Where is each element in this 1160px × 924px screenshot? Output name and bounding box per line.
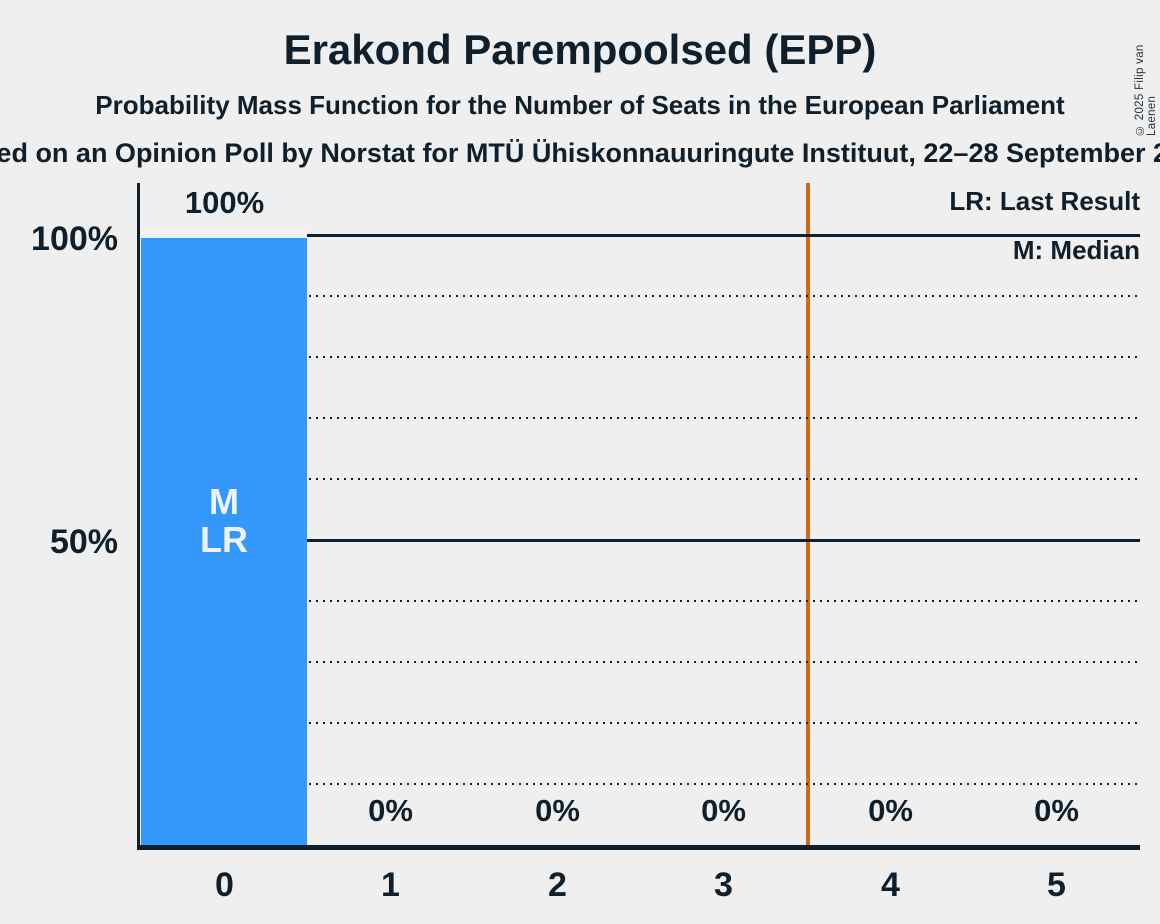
x-tick-label-4: 4: [881, 866, 900, 904]
bar-seat-0: [141, 238, 307, 845]
gridline-10pct: [141, 783, 1140, 785]
gridline-40pct: [141, 600, 1140, 602]
chart-subtitle: Probability Mass Function for the Number…: [95, 90, 1065, 120]
x-axis-line: [137, 845, 1140, 850]
legend-median: M: Median: [1012, 235, 1140, 265]
copyright-notice: © 2025 Filip van Laenen: [1134, 44, 1158, 136]
gridline-50pct-solid: [141, 539, 1140, 542]
x-tick-label-2: 2: [548, 866, 567, 904]
x-tick-label-5: 5: [1047, 866, 1066, 904]
gridline-20pct: [141, 722, 1140, 724]
x-tick-label-0: 0: [215, 866, 234, 904]
plot-area: M LR 100% 0% 0% 0% 0% 0%: [141, 183, 1140, 845]
legend-last-result: LR: Last Result: [949, 186, 1140, 216]
gridline-100pct-solid: [307, 234, 1140, 237]
x-tick-label-1: 1: [381, 866, 400, 904]
gridline-30pct: [141, 661, 1140, 663]
x-tick-label-3: 3: [714, 866, 733, 904]
gridline-60pct: [141, 478, 1140, 480]
chart-source-line: Based on an Opinion Poll by Norstat for …: [0, 138, 1160, 168]
chart-title: Erakond Parempoolsed (EPP): [283, 26, 877, 73]
majority-threshold-line: [806, 183, 810, 845]
value-label-seat-2: 0%: [535, 793, 580, 828]
y-axis-label-100: 100%: [31, 220, 118, 258]
value-label-seat-0: 100%: [184, 185, 265, 220]
value-label-seat-3: 0%: [701, 793, 746, 828]
gridline-80pct: [141, 356, 1140, 358]
gridline-90pct: [141, 295, 1140, 297]
gridline-70pct: [141, 417, 1140, 419]
value-label-seat-1: 0%: [368, 793, 413, 828]
last-result-marker: LR: [200, 519, 248, 560]
bar-top-gridline: [141, 231, 307, 233]
value-label-seat-5: 0%: [1034, 793, 1079, 828]
bar-annotations: M LR: [141, 483, 307, 559]
value-label-seat-4: 0%: [868, 793, 913, 828]
y-axis-line: [137, 183, 140, 848]
y-axis-label-50: 50%: [49, 523, 118, 561]
median-marker: M: [209, 481, 239, 522]
